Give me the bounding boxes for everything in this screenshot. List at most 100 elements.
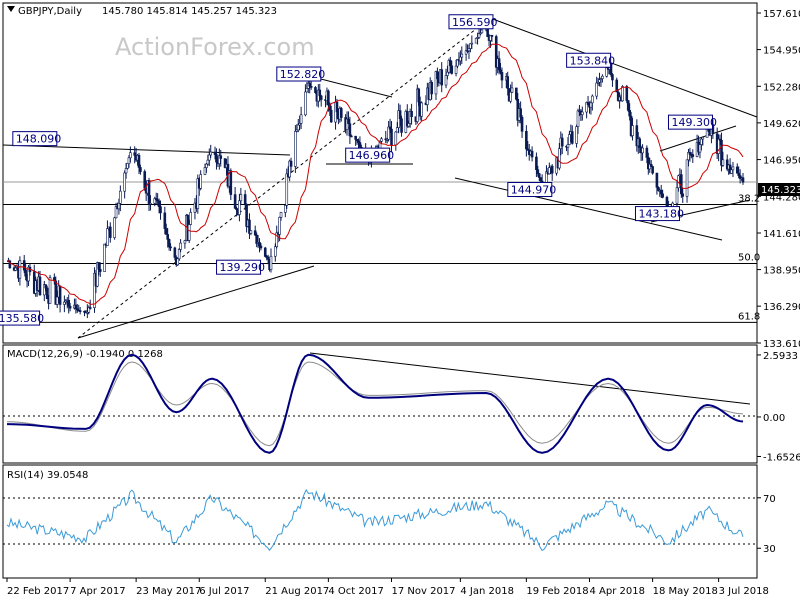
x-tick-label: 18 May 2018: [653, 586, 718, 597]
candle-body: [123, 172, 126, 192]
candle-body: [548, 167, 551, 175]
candle-body: [530, 150, 534, 158]
candle-body: [289, 160, 293, 167]
candle-body: [187, 224, 191, 241]
candle-body: [269, 255, 273, 270]
x-tick-label: 3 Jul 2018: [719, 586, 769, 597]
candle-body: [450, 65, 454, 74]
candle-body: [22, 260, 26, 271]
candle-body: [238, 200, 241, 215]
candle-body: [731, 166, 735, 171]
candle-body: [525, 130, 528, 150]
price-tick-label: 136.290: [763, 302, 800, 313]
candle-body: [698, 144, 702, 153]
candle-body: [645, 147, 649, 158]
candle-body: [586, 102, 590, 105]
candle-body: [591, 95, 594, 104]
candle-body: [253, 230, 257, 236]
candle-body: [500, 72, 504, 81]
candle-body: [314, 87, 317, 93]
candle-body: [566, 144, 570, 148]
svg-text:135.580: 135.580: [0, 312, 44, 325]
candle-body: [207, 154, 211, 161]
candle-body: [199, 174, 202, 189]
candle-body: [176, 258, 180, 266]
candle-body: [449, 60, 452, 67]
candle-body: [467, 48, 471, 52]
candle-body: [735, 166, 739, 174]
x-tick-label: 6 Jul 2017: [199, 586, 249, 597]
candle-body: [621, 86, 624, 102]
candle-body: [285, 173, 289, 206]
candle-body: [209, 151, 213, 156]
candle-body: [163, 212, 167, 229]
candle-body: [329, 109, 333, 123]
candle-body: [509, 91, 512, 102]
rsi-title: RSI(14) 39.0548: [7, 470, 88, 481]
candle-body: [651, 166, 654, 174]
rsi-tick-label: 30: [763, 544, 776, 555]
x-tick-label: 23 May 2017: [136, 586, 201, 597]
candle-body: [446, 71, 449, 76]
candle-body: [685, 159, 689, 197]
svg-text:149.300: 149.300: [671, 116, 717, 129]
candle-body: [721, 159, 725, 166]
candle-body: [345, 118, 349, 130]
candle-body: [601, 75, 604, 79]
svg-text:139.290: 139.290: [220, 261, 265, 274]
candle-body: [348, 123, 352, 137]
candle-body: [55, 296, 59, 305]
candle-body: [470, 42, 474, 45]
candle-body: [124, 168, 128, 174]
candle-body: [506, 76, 510, 89]
candle-body: [398, 110, 402, 120]
candle-body: [167, 239, 171, 248]
candle-body: [24, 269, 27, 277]
candle-body: [490, 34, 494, 37]
x-tick-label: 4 Jan 2018: [460, 586, 514, 597]
fib-level-label: 38.2: [738, 194, 760, 205]
candle-body: [611, 74, 614, 81]
candle-body: [407, 123, 411, 127]
candle-body: [127, 157, 131, 164]
candle-body: [258, 242, 261, 247]
candle-body: [737, 172, 740, 176]
candle-body: [219, 155, 223, 159]
fib-level-label: 50.0: [738, 253, 760, 264]
candle-body: [263, 247, 267, 257]
candle-body: [405, 111, 409, 127]
price-candles: [7, 22, 745, 319]
candle-body: [631, 125, 634, 136]
candle-body: [18, 260, 22, 279]
sma-line: [6, 43, 744, 305]
candle-body: [266, 256, 270, 260]
price-label: 152.820: [276, 66, 325, 82]
candle-body: [249, 230, 253, 234]
price-tick-label: 138.950: [763, 266, 800, 277]
candle-body: [78, 310, 82, 312]
candle-body: [638, 138, 642, 148]
x-tick-label: 4 Oct 2017: [328, 586, 383, 597]
candle-body: [641, 147, 644, 154]
candle-body: [480, 29, 484, 34]
candle-body: [499, 69, 502, 73]
candle-body: [243, 194, 247, 205]
candle-body: [166, 234, 169, 240]
candle-body: [390, 128, 393, 146]
candle-body: [560, 137, 564, 147]
candle-body: [63, 301, 66, 305]
candle-body: [74, 304, 78, 310]
candle-body: [681, 193, 685, 197]
candle-body: [659, 190, 663, 195]
candle-body: [206, 159, 210, 165]
price-tick-label: 157.610: [763, 9, 800, 20]
candle-body: [625, 86, 629, 101]
watermark: ActionForex.com: [115, 33, 315, 61]
candle-body: [299, 114, 303, 124]
candle-body: [67, 299, 70, 307]
candle-body: [233, 194, 237, 209]
x-tick-label: 22 Feb 2017: [7, 586, 69, 597]
candle-body: [147, 180, 151, 205]
macd-title: MACD(12,26,9) -0.1940 0.1268: [7, 349, 163, 360]
